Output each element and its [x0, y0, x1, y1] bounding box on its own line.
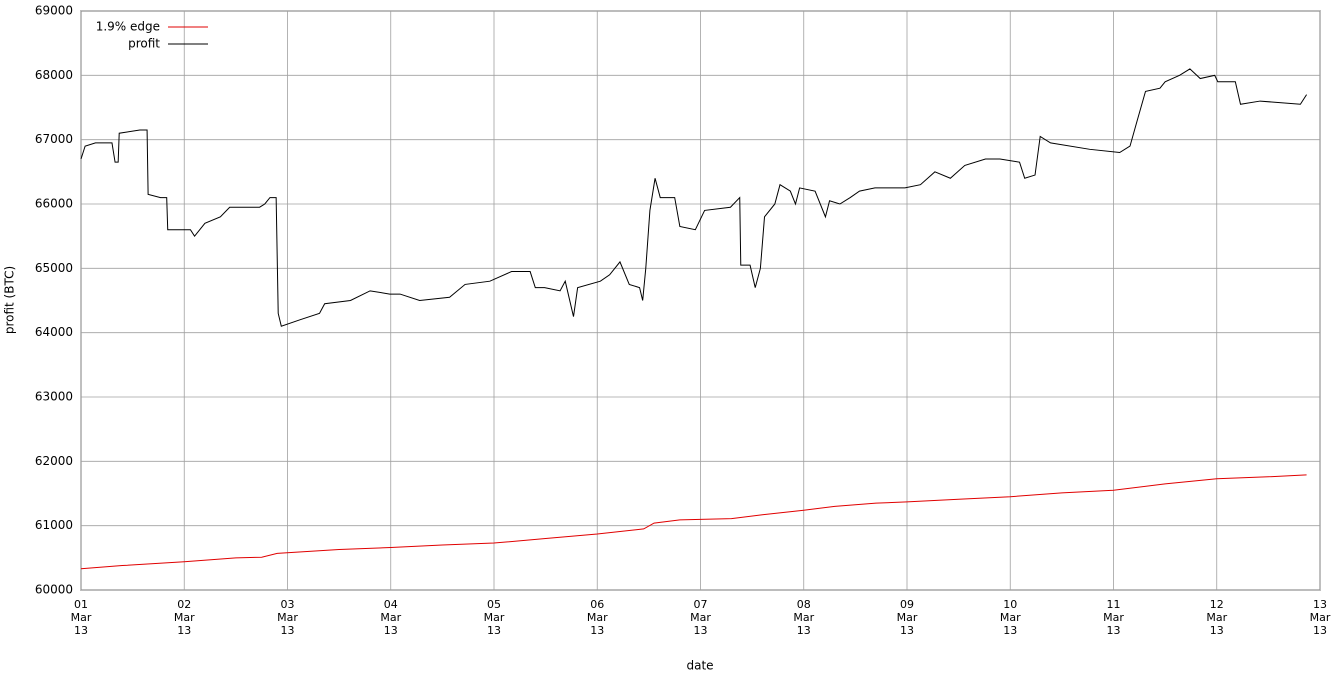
y-tick-label: 69000 [35, 4, 73, 18]
y-tick-label: 64000 [35, 325, 73, 339]
x-tick-label: 03 Mar 13 [277, 598, 298, 637]
x-tick-label: 02 Mar 13 [173, 598, 195, 637]
y-tick-label: 68000 [35, 68, 73, 82]
y-tick-label: 60000 [35, 583, 73, 597]
x-tick-label: 07 Mar 13 [690, 598, 711, 637]
x-axis-label: date [686, 659, 713, 673]
legend-label: 1.9% edge [96, 20, 160, 34]
y-tick-label: 61000 [35, 518, 73, 532]
y-axis-label: profit (BTC) [3, 266, 17, 334]
x-tick-label: 13 Mar 13 [1309, 598, 1331, 637]
x-tick-label: 12 Mar 13 [1206, 598, 1228, 637]
x-tick-label: 06 Mar 13 [586, 598, 608, 637]
x-tick-label: 09 Mar 13 [896, 598, 918, 637]
x-tick-label: 04 Mar 13 [380, 598, 402, 637]
x-tick-label: 01 Mar 13 [70, 598, 92, 637]
x-tick-label: 10 Mar 13 [999, 598, 1021, 637]
x-tick-label: 05 Mar 13 [483, 598, 505, 637]
y-tick-label: 62000 [35, 454, 73, 468]
legend-label: profit [128, 37, 160, 51]
y-tick-label: 65000 [35, 261, 73, 275]
x-tick-label: 11 Mar 13 [1103, 598, 1124, 637]
series-line [80, 68, 1308, 327]
y-tick-label: 63000 [35, 390, 73, 404]
series-line [80, 474, 1307, 570]
x-tick-label: 08 Mar 13 [793, 598, 815, 637]
y-tick-label: 67000 [35, 132, 73, 146]
y-tick-label: 66000 [35, 197, 73, 211]
